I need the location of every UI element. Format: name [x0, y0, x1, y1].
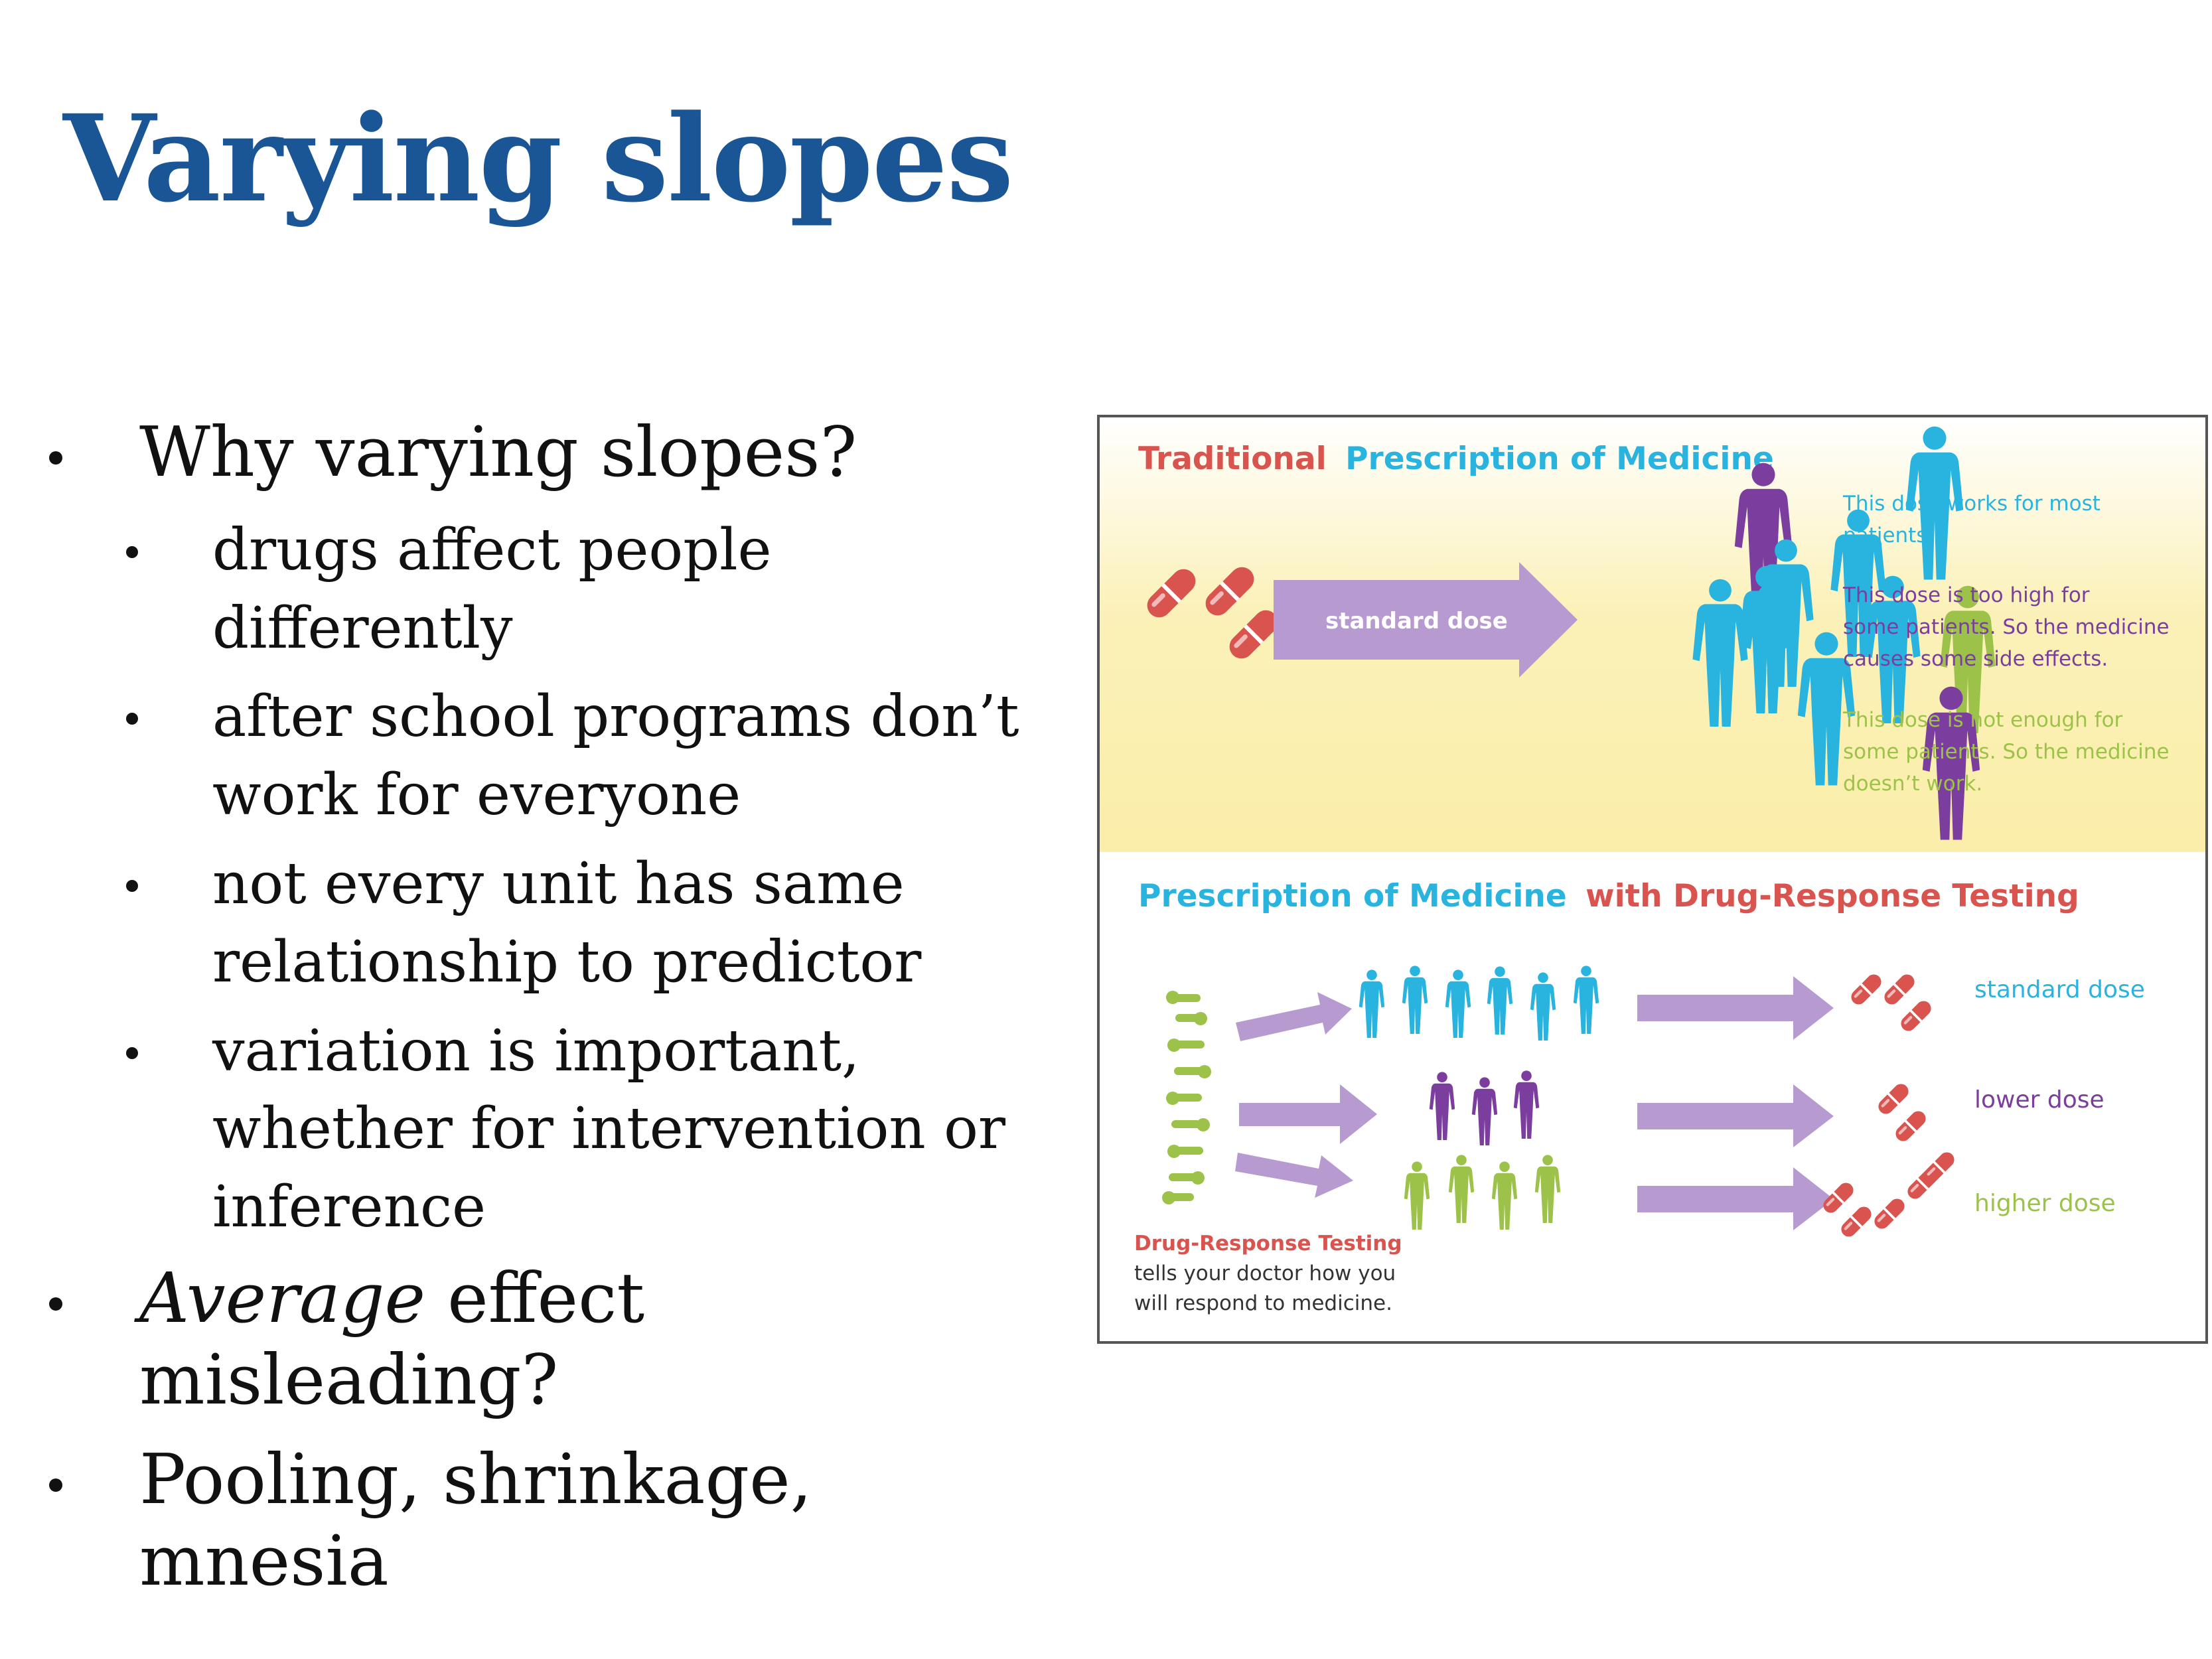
sub-bullet-text: after school programs don’t work for eve… — [212, 684, 1019, 829]
pill-icon — [1891, 1106, 1931, 1146]
sub-bullet-drugs: drugs affect people differently — [40, 512, 1075, 668]
person-icon — [1448, 1155, 1475, 1223]
dose-label-standard: standard dose — [1974, 976, 2145, 1003]
patient-rows — [1359, 966, 1599, 1230]
bullet-text: Why varying slopes? — [139, 411, 857, 492]
bullet-dot — [126, 713, 138, 725]
arrow-icon — [1236, 992, 1352, 1041]
dose-notes: This dose works for most patients. This … — [1842, 492, 2175, 796]
sub-bullet-variation: variation is important, whether for inte… — [40, 1013, 1075, 1247]
person-icon — [1513, 1070, 1540, 1139]
bullet-list: Why varying slopes? drugs affect people … — [40, 411, 1075, 1621]
pill-icon — [1874, 1079, 1913, 1119]
blue-patient-row — [1359, 966, 1599, 1041]
sub-bullet-text: not every unit has same relationship to … — [212, 850, 922, 995]
person-icon — [1530, 972, 1556, 1041]
green-patient-row — [1404, 1155, 1561, 1230]
pill-icon — [1836, 1202, 1876, 1242]
dose-labels: standard dose lower dose higher dose — [1974, 976, 2145, 1217]
dose-label-higher: higher dose — [1974, 1190, 2116, 1217]
dose-label-lower: lower dose — [1974, 1086, 2104, 1114]
bullet-average-effect: Average effect misleading? — [40, 1258, 1075, 1420]
arrow-icon — [1239, 1084, 1377, 1144]
top-title-part2: Prescription of Medicine — [1345, 441, 1774, 477]
pill-icon — [1896, 996, 1936, 1036]
bullet-dot — [126, 879, 138, 892]
infographic-svg: Traditional Prescription of Medicine sta… — [1100, 417, 2205, 1315]
arrow-icon — [1235, 1153, 1353, 1198]
pill-icon — [1870, 1194, 1909, 1234]
small-arrows — [1235, 976, 1834, 1230]
person-icon — [1573, 966, 1599, 1034]
bullet-dot — [49, 451, 62, 465]
slide-title: Varying slopes — [63, 89, 1013, 229]
drug-response-infographic: Traditional Prescription of Medicine sta… — [1097, 415, 2208, 1344]
dose-pills — [1818, 970, 1959, 1242]
person-icon — [1404, 1161, 1430, 1230]
arrow-label: standard dose — [1325, 608, 1508, 634]
note-works: This dose works for most patients. — [1842, 492, 2107, 547]
sub-bullet-not-every-unit: not every unit has same relationship to … — [40, 845, 1075, 1002]
person-icon — [1471, 1077, 1498, 1145]
arrow-icon — [1637, 976, 1834, 1040]
top-panel-title: Traditional Prescription of Medicine — [1138, 441, 1774, 477]
person-icon — [1359, 970, 1385, 1038]
bullet-dot — [49, 1297, 62, 1311]
caption-title: Drug-Response Testing — [1134, 1232, 1402, 1256]
pill-icon — [1919, 1147, 1959, 1187]
bottom-title-part2: with Drug-Response Testing — [1585, 878, 2079, 914]
purple-patient-row — [1429, 1070, 1540, 1145]
pill-icon — [1880, 970, 1919, 1009]
bullet-dot — [126, 1046, 138, 1059]
bullet-pooling: Pooling, shrinkage, mnesia — [40, 1439, 1075, 1601]
pill-icon — [1846, 970, 1886, 1009]
top-title-part1: Traditional — [1138, 441, 1327, 477]
big-arrow-icon — [1274, 562, 1578, 678]
caption-line-1: tells your doctor how you — [1134, 1262, 1396, 1285]
sub-bullet-text: variation is important, whether for inte… — [212, 1017, 1006, 1241]
arrow-icon — [1637, 1084, 1834, 1147]
bullet-italic-text: Average — [139, 1258, 426, 1339]
bullet-text: effect misleading? — [139, 1258, 645, 1420]
person-icon — [1534, 1155, 1561, 1223]
person-icon — [1402, 966, 1428, 1034]
arrow-icon — [1637, 1167, 1834, 1230]
person-icon — [1491, 1161, 1518, 1230]
bullet-why-varying-slopes: Why varying slopes? — [40, 411, 1075, 493]
bullet-dot — [49, 1479, 62, 1492]
caption-line-2: will respond to medicine. — [1134, 1291, 1392, 1315]
sub-bullet-after-school: after school programs don’t work for eve… — [40, 678, 1075, 835]
dna-helix-icon — [1162, 991, 1211, 1204]
bottom-title-part1: Prescription of Medicine — [1138, 878, 1567, 914]
sub-bullet-text: drugs affect people differently — [212, 516, 772, 662]
note-too-high: This dose is too high for some patients.… — [1842, 583, 2175, 671]
bullet-text: Pooling, shrinkage, mnesia — [139, 1439, 812, 1602]
bullet-dot — [126, 545, 138, 558]
bottom-panel-title: Prescription of Medicine with Drug-Respo… — [1138, 878, 2079, 914]
person-icon — [1445, 970, 1471, 1038]
person-icon — [1487, 966, 1513, 1035]
person-icon — [1429, 1072, 1455, 1140]
note-not-enough: This dose is not enough for some patient… — [1842, 708, 2175, 796]
